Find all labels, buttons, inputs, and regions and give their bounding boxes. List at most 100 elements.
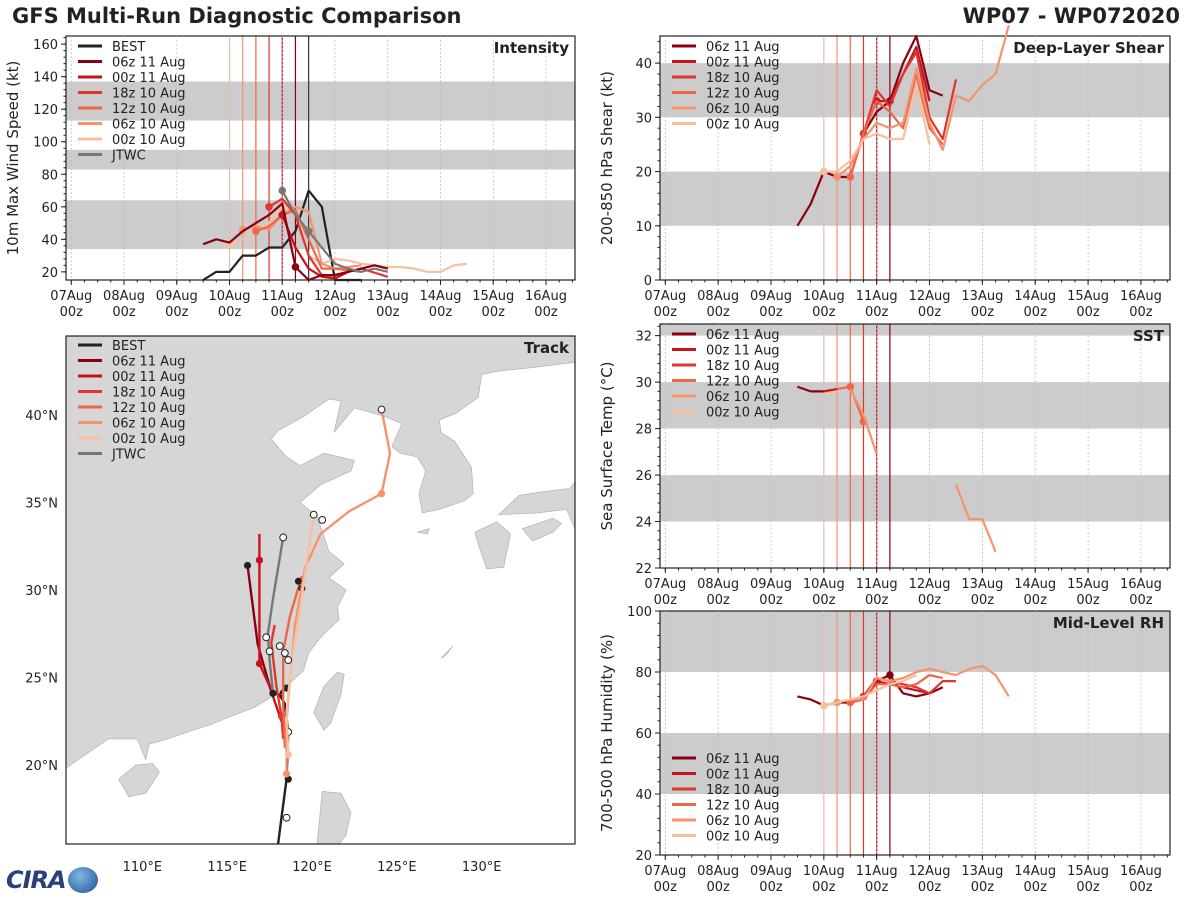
series-line xyxy=(823,674,917,707)
x-tick-label: 13Aug xyxy=(961,864,1003,879)
track-position xyxy=(294,577,303,585)
x-tick-label: 00z xyxy=(706,880,730,895)
shaded-band xyxy=(66,200,575,250)
y-tick-label: 60 xyxy=(635,727,652,742)
lat-tick-label: 40°N xyxy=(25,409,58,424)
legend-label: 06z 11 Aug xyxy=(706,40,780,55)
x-tick-label: 07Aug xyxy=(50,289,92,304)
shaded-band xyxy=(660,733,1170,794)
lon-tick-label: 130°E xyxy=(462,860,502,875)
x-tick-label: 00z xyxy=(1076,305,1100,320)
x-tick-label: 00z xyxy=(865,305,889,320)
y-tick-label: 24 xyxy=(635,516,652,531)
x-tick-label: 00z xyxy=(918,305,942,320)
luzon-island xyxy=(316,791,352,844)
x-tick-label: 00z xyxy=(323,305,347,320)
legend-label: 06z 11 Aug xyxy=(706,328,780,343)
x-tick-label: 12Aug xyxy=(909,289,951,304)
y-tick-label: 140 xyxy=(33,71,58,86)
x-tick-label: 00z xyxy=(1076,880,1100,895)
x-tick-label: 00z xyxy=(654,880,678,895)
kyushu-island xyxy=(474,521,511,570)
x-tick-label: 13Aug xyxy=(961,289,1003,304)
y-tick-label: 160 xyxy=(33,38,58,53)
panel-title: Track xyxy=(524,339,570,357)
cira-logo-text: CIRA xyxy=(6,866,67,894)
legend-label: 00z 10 Aug xyxy=(112,432,186,447)
legend-label: 00z 10 Aug xyxy=(706,118,780,133)
x-tick-label: 14Aug xyxy=(1014,577,1056,592)
legend-label: 00z 11 Aug xyxy=(706,768,780,783)
x-tick-label: 00z xyxy=(706,593,730,608)
series-marker xyxy=(278,186,287,195)
y-tick-label: 0 xyxy=(644,274,652,289)
lat-tick-label: 30°N xyxy=(25,584,58,599)
panel-rh: 2040608010007Aug00z08Aug00z09Aug00z10Aug… xyxy=(598,605,1171,895)
legend-label: 12z 10 Aug xyxy=(706,799,780,814)
x-tick-label: 00z xyxy=(1024,593,1048,608)
lon-tick-label: 115°E xyxy=(207,860,247,875)
legend-label: 06z 10 Aug xyxy=(706,102,780,117)
x-tick-label: 16Aug xyxy=(1120,864,1162,879)
track-position-open xyxy=(377,405,386,414)
panel-title: Deep-Layer Shear xyxy=(1013,39,1164,57)
x-tick-label: 12Aug xyxy=(314,289,356,304)
x-tick-label: 14Aug xyxy=(1014,289,1056,304)
lon-tick-label: 125°E xyxy=(377,860,417,875)
series-line xyxy=(255,208,362,273)
y-tick-label: 30 xyxy=(635,111,652,126)
x-tick-label: 00z xyxy=(1024,305,1048,320)
shaded-band xyxy=(660,324,1170,336)
x-tick-label: 00z xyxy=(971,593,995,608)
globe-icon xyxy=(67,867,98,893)
y-tick-label: 20 xyxy=(635,849,652,864)
track-position-open xyxy=(284,656,293,664)
y-tick-label: 28 xyxy=(635,423,652,438)
x-tick-label: 13Aug xyxy=(367,289,409,304)
honshu-island xyxy=(497,336,575,530)
series-marker xyxy=(265,203,273,211)
legend-label: 00z 10 Aug xyxy=(112,133,186,148)
mainland-asia xyxy=(66,336,575,769)
track-position xyxy=(255,556,264,564)
series-marker xyxy=(846,173,855,181)
legend-label: 00z 10 Aug xyxy=(706,830,780,845)
x-tick-label: 00z xyxy=(971,305,995,320)
x-tick-label: 16Aug xyxy=(525,289,567,304)
x-tick-label: 10Aug xyxy=(803,289,845,304)
x-tick-label: 00z xyxy=(918,880,942,895)
series-line xyxy=(849,388,878,455)
x-tick-label: 00z xyxy=(1129,593,1153,608)
y-tick-label: 120 xyxy=(33,103,58,118)
series-line xyxy=(797,385,824,393)
y-axis-label: 10m Max Wind Speed (kt) xyxy=(4,61,22,256)
x-tick-label: 00z xyxy=(1076,593,1100,608)
legend-label: 18z 10 Aug xyxy=(112,386,186,401)
legend-label: 12z 10 Aug xyxy=(112,401,186,416)
series-marker xyxy=(846,382,855,391)
x-tick-label: 00z xyxy=(60,305,84,320)
legend-label: 12z 10 Aug xyxy=(706,375,780,390)
shaded-band xyxy=(660,171,1170,226)
x-tick-label: 00z xyxy=(1024,880,1048,895)
legend-label: 00z 11 Aug xyxy=(706,56,780,71)
legend-label: 18z 10 Aug xyxy=(706,359,780,374)
x-tick-label: 09Aug xyxy=(750,864,792,879)
y-axis-label: 700-500 hPa Humidity (%) xyxy=(598,634,616,832)
plot-frame xyxy=(659,35,1171,281)
legend-label: 06z 10 Aug xyxy=(706,390,780,405)
track-position xyxy=(255,659,264,668)
x-tick-label: 00z xyxy=(165,305,189,320)
track-position-open xyxy=(265,647,274,656)
lon-tick-label: 110°E xyxy=(123,860,163,875)
x-tick-label: 14Aug xyxy=(1014,864,1056,879)
plot-frame xyxy=(65,335,576,845)
y-tick-label: 80 xyxy=(635,666,652,681)
legend-label: 06z 10 Aug xyxy=(706,814,780,829)
legend-label: BEST xyxy=(112,339,145,354)
x-tick-label: 00z xyxy=(218,305,242,320)
panel-sst: 22242628303207Aug00z08Aug00z09Aug00z10Au… xyxy=(598,323,1171,608)
legend-label: 12z 10 Aug xyxy=(112,102,186,117)
x-tick-label: 00z xyxy=(918,593,942,608)
x-tick-label: 15Aug xyxy=(1067,864,1109,879)
